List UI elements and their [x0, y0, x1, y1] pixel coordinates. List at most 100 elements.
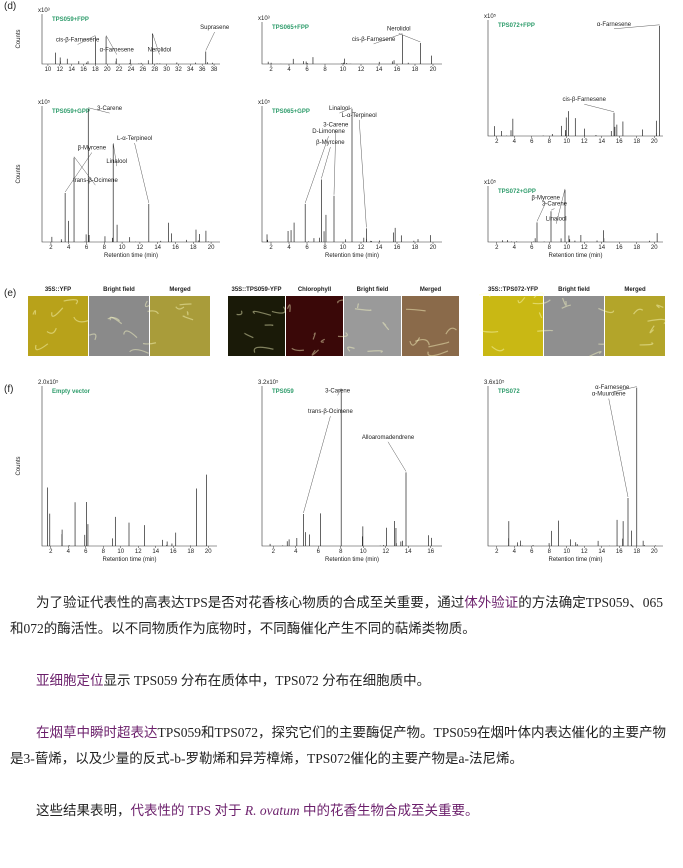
x-tick-label: 2: [495, 139, 499, 145]
cell-outline: [537, 329, 554, 332]
x-tick-label: 12: [56, 67, 63, 73]
chromatogram: [55, 34, 213, 64]
cell-outline: [182, 315, 194, 321]
peak-pointer: [73, 156, 96, 186]
cell-outline: [286, 304, 291, 313]
x-tick-label: 6: [530, 139, 534, 145]
x-axis-label: Retention time (min): [548, 557, 602, 563]
x-tick-label: 4: [67, 549, 71, 555]
x-tick-label: 16: [616, 139, 623, 145]
plot-label: TPS072+GPP: [498, 189, 536, 195]
peak-label: 3-Carene: [97, 106, 123, 112]
x-tick-label: 2: [269, 67, 273, 73]
peak-pointer: [398, 33, 421, 43]
micrograph-label: 35S::TPS072-YFP: [488, 287, 538, 293]
x-tick-label: 14: [152, 549, 159, 555]
x-tick-label: 12: [358, 67, 365, 73]
x-tick-label: 8: [323, 67, 327, 73]
axis-scale: x10³: [38, 8, 50, 14]
cell-outline: [382, 321, 390, 331]
axis-scale: x10⁵: [38, 99, 51, 106]
x-tick-label: 6: [305, 67, 309, 73]
peak-pointer: [134, 142, 149, 203]
x-tick-label: 10: [45, 67, 52, 73]
paragraph: 为了验证代表性的高表达TPS是否对花香核心物质的合成至关重要，通过体外验证的方法…: [0, 590, 683, 642]
x-tick-label: 16: [427, 549, 434, 555]
cell-outline: [291, 347, 305, 352]
plot-label: Empty vector: [52, 389, 91, 395]
x-tick-label: 10: [340, 67, 347, 73]
y-axis-label: Counts: [16, 164, 22, 183]
x-tick-label: 10: [360, 549, 367, 555]
x-tick-label: 18: [92, 67, 99, 73]
axis: [261, 22, 442, 65]
peak-pointer: [64, 152, 93, 193]
micrograph: [228, 296, 285, 356]
y-axis-label: Counts: [16, 456, 22, 475]
x-tick-label: 20: [651, 139, 658, 145]
x-tick-label: 8: [548, 549, 552, 555]
x-tick-label: 12: [358, 245, 365, 251]
cell-outline: [320, 338, 325, 343]
cell-outline: [491, 345, 505, 352]
axis: [41, 14, 220, 65]
x-tick-label: 24: [128, 67, 135, 73]
x-tick-label: 18: [187, 549, 194, 555]
cell-outline: [633, 308, 644, 315]
x-tick-label: 14: [376, 245, 383, 251]
cell-outline: [532, 299, 551, 305]
peak-label: 3-Carene: [323, 122, 349, 128]
x-tick-label: 16: [394, 67, 401, 73]
axis-scale: 2.0x10⁵: [38, 379, 59, 386]
x-tick-label: 10: [563, 139, 570, 145]
x-tick-label: 14: [68, 67, 75, 73]
x-tick-label: 4: [513, 245, 517, 251]
peak-pointer: [339, 107, 353, 114]
cell-outline: [51, 307, 64, 317]
text-run: 中的花香生物合成至关重要。: [299, 803, 479, 818]
x-tick-label: 8: [339, 549, 343, 555]
peak-pointer: [373, 33, 403, 45]
cell-outline: [656, 304, 664, 309]
micrograph: [605, 296, 665, 356]
cell-outline: [311, 349, 320, 356]
text-run: 体外验证: [464, 595, 519, 610]
peak-label: Nerolidol: [387, 26, 411, 32]
peak-pointer: [88, 107, 110, 114]
chromatogram: [494, 25, 660, 136]
peak-pointer: [608, 398, 629, 498]
x-tick-label: 20: [651, 245, 658, 251]
cell-outline: [129, 348, 149, 354]
x-tick-label: 8: [323, 245, 327, 251]
micrograph-label: Bright field: [357, 287, 389, 293]
axis: [261, 106, 442, 243]
cell-outline: [337, 332, 348, 338]
micrograph: [150, 296, 210, 356]
cell-outline: [186, 311, 189, 316]
x-tick-label: 10: [563, 549, 570, 555]
x-tick-label: 2: [269, 245, 273, 251]
text-run: 代表性的 TPS 对于: [130, 803, 245, 818]
panel-letter: (d): [4, 1, 16, 12]
micrograph: [483, 296, 543, 356]
peak-pointer: [305, 136, 329, 203]
plot-label: TPS059: [272, 389, 294, 395]
cell-outline: [63, 299, 79, 305]
x-tick-label: 16: [616, 245, 623, 251]
cell-outline: [356, 303, 359, 309]
x-tick-label: 6: [85, 245, 89, 251]
peak-label: cis-β-Farnesene: [56, 38, 100, 44]
plot-label: TPS065+FPP: [272, 25, 309, 31]
x-tick-label: 6: [530, 245, 534, 251]
plot-label: TPS059+FPP: [52, 17, 89, 23]
x-tick-label: 6: [84, 549, 88, 555]
cell-outline: [236, 310, 243, 316]
peak-label: D-Limonene: [312, 129, 345, 135]
chromatogram: [508, 387, 656, 546]
x-tick-label: 4: [294, 549, 298, 555]
chromatogram: [502, 189, 658, 242]
cell-outline: [253, 346, 274, 353]
x-tick-label: 12: [581, 139, 588, 145]
